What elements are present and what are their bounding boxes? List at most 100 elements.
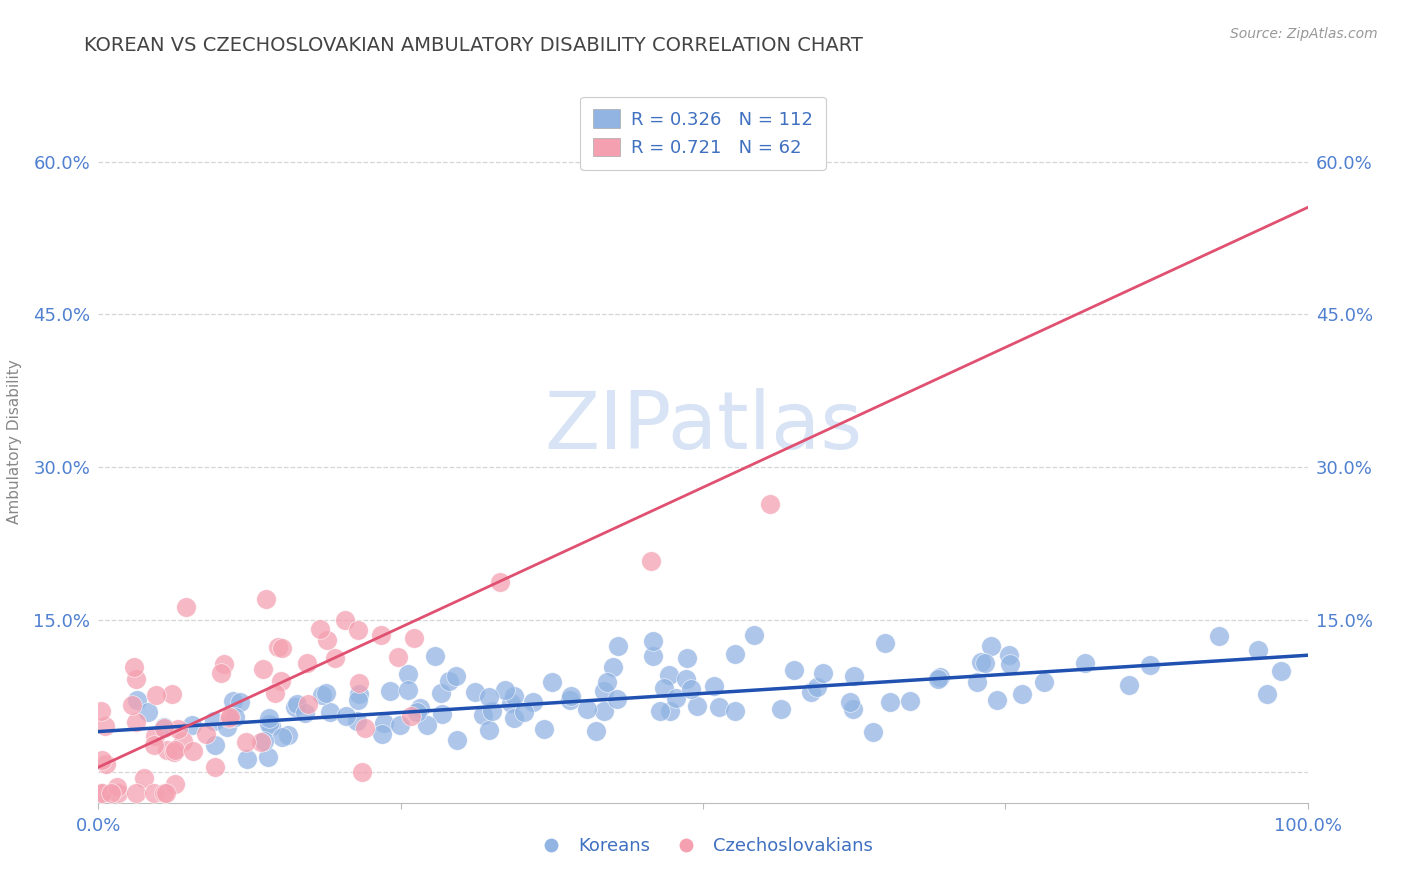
- Point: [502, 690, 524, 704]
- Point: [335, 708, 357, 723]
- Point: [593, 704, 616, 718]
- Point: [277, 728, 299, 742]
- Point: [640, 554, 662, 568]
- Point: [125, 672, 148, 686]
- Point: [264, 686, 287, 700]
- Point: [806, 680, 828, 694]
- Point: [929, 670, 952, 684]
- Point: [270, 673, 292, 688]
- Point: [174, 600, 197, 615]
- Point: [155, 786, 177, 800]
- Point: [250, 735, 273, 749]
- Point: [842, 702, 865, 716]
- Point: [844, 669, 866, 683]
- Point: [560, 689, 582, 703]
- Point: [311, 688, 333, 702]
- Point: [347, 623, 370, 637]
- Point: [181, 743, 204, 757]
- Point: [396, 682, 419, 697]
- Point: [596, 674, 619, 689]
- Point: [659, 704, 682, 718]
- Point: [446, 733, 468, 747]
- Point: [966, 674, 988, 689]
- Point: [209, 665, 232, 680]
- Text: Source: ZipAtlas.com: Source: ZipAtlas.com: [1230, 27, 1378, 41]
- Point: [707, 700, 730, 714]
- Point: [399, 709, 422, 723]
- Point: [641, 633, 664, 648]
- Point: [181, 718, 204, 732]
- Point: [284, 700, 307, 714]
- Point: [873, 636, 896, 650]
- Point: [1256, 687, 1278, 701]
- Point: [167, 722, 190, 736]
- Point: [1118, 678, 1140, 692]
- Point: [235, 735, 257, 749]
- Point: [558, 693, 581, 707]
- Point: [204, 760, 226, 774]
- Point: [489, 574, 512, 589]
- Point: [145, 689, 167, 703]
- Point: [533, 722, 555, 736]
- Point: [346, 692, 368, 706]
- Point: [323, 651, 346, 665]
- Point: [974, 656, 997, 670]
- Point: [90, 786, 112, 800]
- Point: [224, 710, 246, 724]
- Point: [744, 628, 766, 642]
- Y-axis label: Ambulatory Disability: Ambulatory Disability: [7, 359, 22, 524]
- Point: [90, 786, 112, 800]
- Point: [665, 690, 688, 705]
- Point: [285, 697, 308, 711]
- Point: [270, 730, 292, 744]
- Point: [160, 687, 183, 701]
- Point: [686, 698, 709, 713]
- Point: [641, 649, 664, 664]
- Point: [513, 705, 536, 719]
- Point: [259, 711, 281, 725]
- Point: [430, 706, 453, 721]
- Point: [1139, 657, 1161, 672]
- Point: [676, 650, 699, 665]
- Point: [1208, 629, 1230, 643]
- Point: [862, 725, 884, 739]
- Point: [125, 786, 148, 800]
- Point: [142, 786, 165, 800]
- Point: [94, 757, 117, 772]
- Point: [163, 745, 186, 759]
- Point: [703, 679, 725, 693]
- Point: [405, 705, 427, 719]
- Point: [195, 727, 218, 741]
- Point: [333, 613, 356, 627]
- Point: [127, 692, 149, 706]
- Point: [256, 750, 278, 764]
- Point: [349, 676, 371, 690]
- Point: [315, 632, 337, 647]
- Point: [464, 685, 486, 699]
- Point: [212, 657, 235, 672]
- Point: [387, 649, 409, 664]
- Point: [319, 705, 342, 719]
- Point: [444, 669, 467, 683]
- Point: [373, 716, 395, 731]
- Point: [352, 765, 374, 780]
- Point: [165, 777, 187, 791]
- Point: [202, 714, 225, 729]
- Point: [1011, 687, 1033, 701]
- Point: [481, 704, 503, 718]
- Point: [770, 702, 793, 716]
- Point: [204, 738, 226, 752]
- Point: [222, 694, 245, 708]
- Point: [122, 660, 145, 674]
- Point: [353, 721, 375, 735]
- Point: [1270, 665, 1292, 679]
- Point: [970, 655, 993, 669]
- Point: [165, 742, 187, 756]
- Point: [503, 711, 526, 725]
- Point: [782, 663, 804, 677]
- Point: [437, 674, 460, 689]
- Point: [371, 727, 394, 741]
- Point: [219, 710, 242, 724]
- Point: [153, 786, 176, 800]
- Point: [378, 684, 401, 698]
